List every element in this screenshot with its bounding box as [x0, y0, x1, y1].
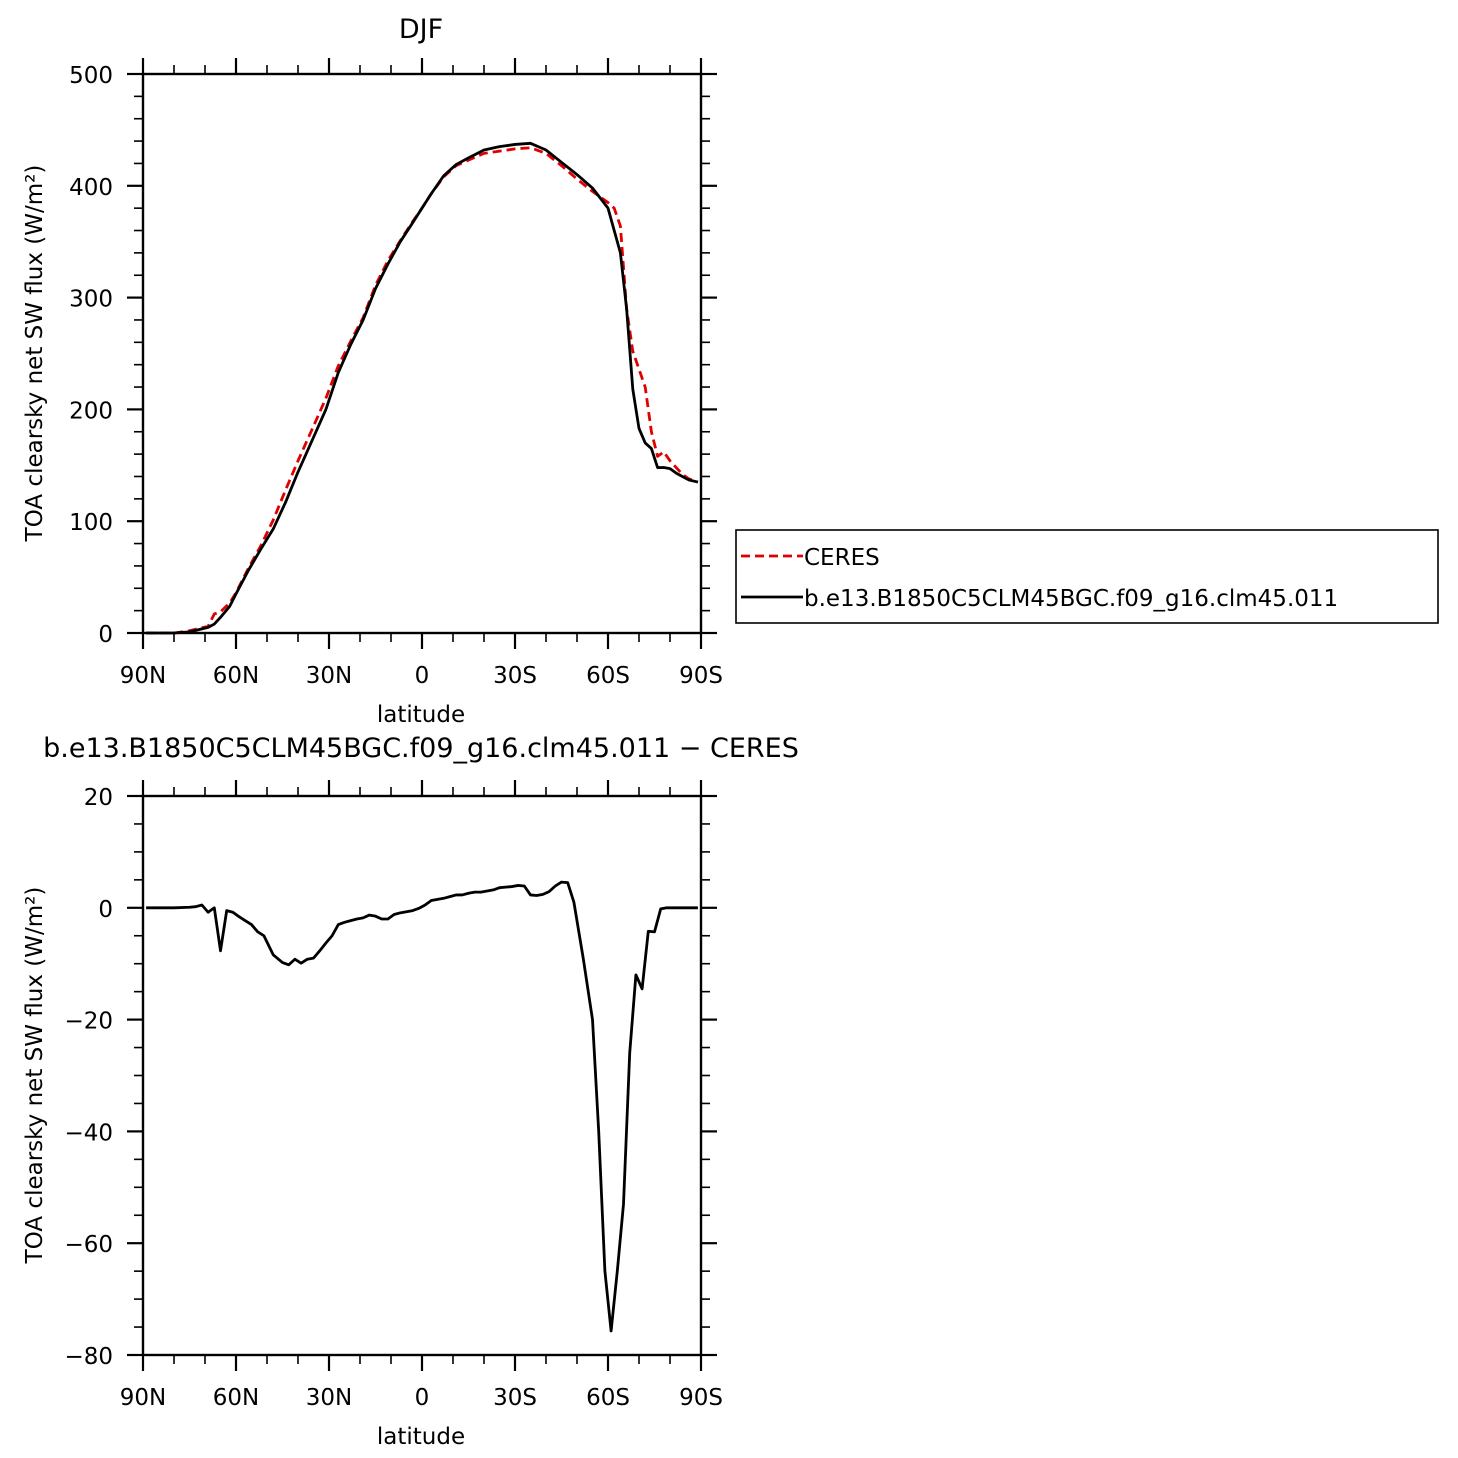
y-tick-label: −20	[64, 1009, 113, 1035]
plot-frame	[141, 72, 703, 635]
x-tick-label: 60S	[586, 663, 630, 689]
x-tick-label: 90S	[679, 663, 723, 689]
y-tick-label: 400	[69, 175, 113, 201]
legend-label-model: b.e13.B1850C5CLM45BGC.f09_g16.clm45.011	[804, 586, 1338, 612]
legend-label-ceres: CERES	[804, 545, 880, 571]
y-tick-label: 200	[69, 398, 113, 424]
y-axis-label: TOA clearsky net SW flux (W/m²)	[22, 165, 48, 543]
panel-title: DJF	[399, 14, 443, 45]
series-layer	[146, 880, 698, 1333]
y-axis-label: TOA clearsky net SW flux (W/m²)	[22, 887, 48, 1265]
x-tick-label: 30N	[306, 1385, 352, 1411]
series-layer	[146, 141, 699, 635]
difference-panel: b.e13.B1850C5CLM45BGC.f09_g16.clm45.011 …	[22, 733, 799, 1450]
series-line-model	[146, 141, 699, 635]
y-tick-label: 20	[84, 785, 113, 811]
y-tick-label: 0	[98, 897, 113, 923]
x-tick-label: 30S	[493, 1385, 537, 1411]
x-tick-label: 30N	[306, 663, 352, 689]
legend: CERES b.e13.B1850C5CLM45BGC.f09_g16.clm4…	[735, 529, 1439, 624]
panel-title: b.e13.B1850C5CLM45BGC.f09_g16.clm45.011 …	[43, 733, 799, 764]
series-line-model	[146, 880, 698, 1333]
x-tick-label: 60N	[213, 1385, 259, 1411]
x-tick-label: 0	[415, 663, 430, 689]
y-tick-label: −40	[64, 1120, 113, 1146]
y-tick-label: 0	[98, 622, 113, 648]
axes-layer: 90N 60N 30N 0 30S 60S 90S 0 100 200 300 400 500	[69, 58, 723, 689]
x-tick-label: 90N	[120, 1385, 166, 1411]
x-tick-label: 60S	[586, 1385, 630, 1411]
y-tick-label: 100	[69, 510, 113, 536]
x-axis-label: latitude	[377, 702, 465, 728]
x-tick-label: 30S	[493, 663, 537, 689]
axes-layer: 90N 60N 30N 0 30S 60S 90S −80 −60 −40 −20 0 20	[64, 780, 723, 1411]
y-tick-label: 500	[69, 63, 113, 89]
y-tick-label: −80	[64, 1344, 113, 1370]
series-line-ceres	[146, 146, 699, 635]
flux-panel: DJF 90N 60N 30N 0 30S 60S 90S0100200300400500 …	[22, 14, 723, 728]
x-tick-label: 90N	[120, 663, 166, 689]
x-tick-label: 60N	[213, 663, 259, 689]
y-tick-label: −60	[64, 1232, 113, 1258]
legend-box	[735, 529, 1439, 624]
x-tick-label: 90S	[679, 1385, 723, 1411]
x-tick-label: 0	[415, 1385, 430, 1411]
y-tick-label: 300	[69, 287, 113, 313]
x-axis-label: latitude	[377, 1424, 465, 1450]
